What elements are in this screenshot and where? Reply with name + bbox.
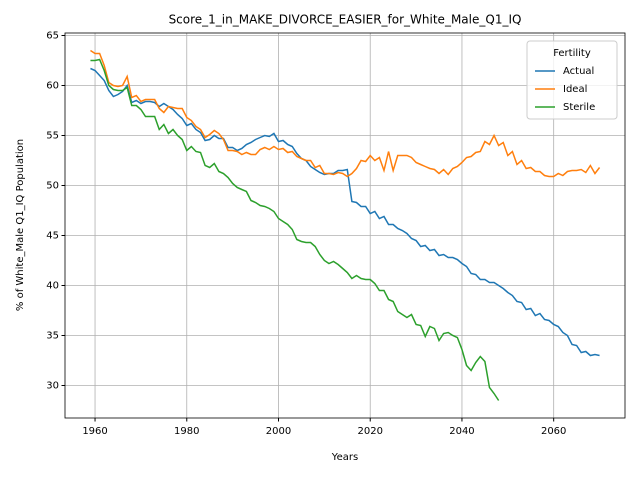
x-tick-label: 2000 (266, 426, 291, 437)
y-axis-label: % of White_Male Q1_IQ Population (15, 139, 26, 311)
x-tick-label: 1960 (82, 426, 107, 437)
plot-frame (64, 32, 626, 419)
y-tick-label: 50 (46, 181, 59, 192)
series-line (90, 49, 601, 178)
x-tick-label: 2060 (541, 426, 566, 437)
y-tick-label: 60 (46, 81, 59, 92)
x-tick-label: 2040 (449, 426, 474, 437)
y-tick-label: 55 (46, 131, 59, 142)
legend-box (526, 40, 618, 120)
series-line (90, 67, 600, 357)
legend-label: Ideal (563, 84, 587, 95)
legend-title: Fertility (553, 48, 591, 59)
x-axis-label: Years (331, 452, 358, 463)
x-tick-label: 1980 (174, 426, 199, 437)
series-line (90, 58, 500, 401)
y-tick-label: 45 (46, 231, 59, 242)
legend-label: Actual (563, 66, 594, 77)
y-tick-label: 40 (46, 281, 59, 292)
legend-label: Sterile (563, 102, 595, 113)
chart-title: Score_1_in_MAKE_DIVORCE_EASIER_for_White… (169, 13, 522, 27)
y-tick-label: 35 (46, 331, 59, 342)
x-tick-label: 2020 (357, 426, 382, 437)
y-tick-label: 30 (46, 381, 59, 392)
y-tick-label: 65 (46, 31, 59, 42)
